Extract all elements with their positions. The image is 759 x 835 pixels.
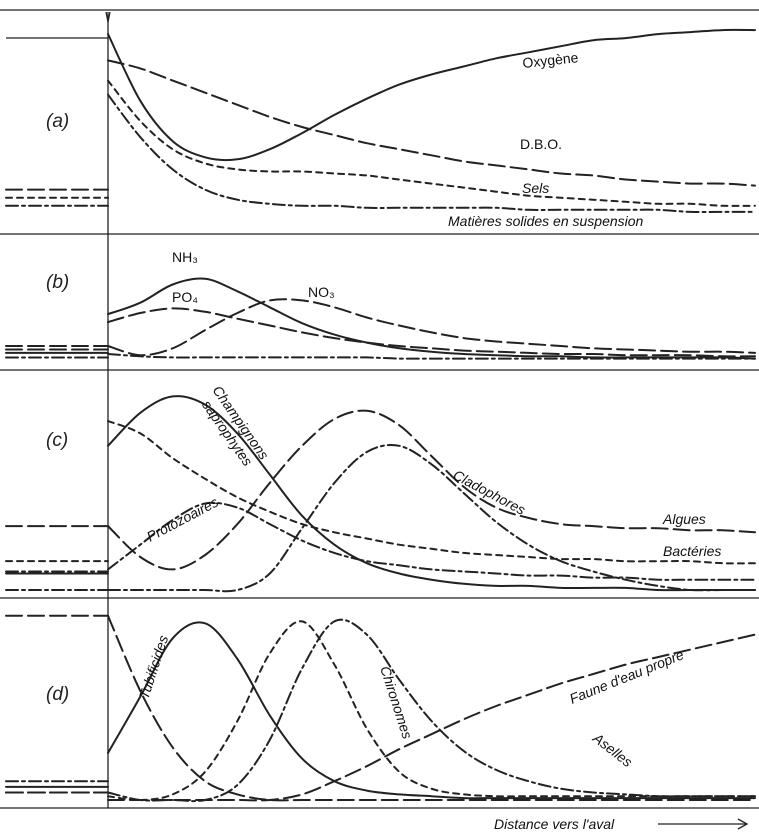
panel-label-b: (b) [46, 272, 69, 293]
series-line-b-nh [107, 277, 756, 360]
series-line-d-unnamed [107, 614, 756, 802]
series-line-d-faune-d-eau-propre [107, 633, 756, 802]
series-label-a-mati-res-solides-en-suspension: Matières solides en suspension [448, 213, 644, 229]
series-label-a-oxyg-ne: Oxygène [522, 49, 580, 71]
series-line-c-cladophores [107, 444, 756, 593]
x-axis-label: Distance vers l'aval [494, 816, 615, 832]
series-line-d-chironomes [107, 620, 756, 802]
series-line-d-aselles [107, 618, 756, 803]
discharge-arrow [105, 11, 111, 23]
series-label-d-tubificides: Tubificides [136, 633, 172, 701]
series-line-a-d-b-o [107, 59, 756, 187]
curves-layer [5, 28, 756, 803]
series-label-b-po: PO₄ [172, 289, 198, 305]
series-line-d-tubificides [107, 621, 756, 800]
series-line-c-protozoaires [107, 501, 756, 581]
series-line-a-oxyg-ne [107, 28, 756, 162]
x-axis-arrow-head [737, 818, 749, 830]
series-label-b-nh: NH₃ [172, 249, 198, 265]
panel-label-a: (a) [46, 111, 69, 132]
x-axis: Distance vers l'aval [494, 816, 749, 832]
labels-layer: (a) Oxygène D.B.O. Sels Matières solides en … [46, 49, 721, 770]
series-label-b-no: NO₃ [308, 284, 335, 300]
series-label-d-faune-d-eau-propre: Faune d'eau propre [567, 646, 686, 707]
series-label-c-champignons-saprophytes: Champignonssaprophytes [196, 383, 273, 473]
series-label-c-protozoaires: Protozoaires [144, 494, 221, 545]
series-label-a-d-b-o: D.B.O. [520, 136, 562, 152]
series-label-c-cladophores: Cladophores [451, 467, 529, 518]
series-label-d-aselles: Aselles [589, 729, 635, 770]
series-line-c-algues [107, 409, 756, 571]
series-label-c-bact-ries: Bactéries [663, 543, 721, 559]
series-line-c-champignons-saprophytes [107, 395, 756, 592]
panel-label-d: (d) [46, 684, 69, 705]
series-line-a-mati-res-solides-en-suspension [107, 93, 756, 214]
figure-frame [0, 9, 759, 809]
series-label-a-sels: Sels [522, 180, 549, 196]
series-line-b-unnamed [107, 353, 756, 360]
panel-label-c: (c) [46, 430, 68, 451]
series-label-c-algues: Algues [662, 511, 706, 527]
series-line-c-bact-ries [107, 420, 756, 565]
series-label-d-chironomes: Chironomes [377, 664, 416, 741]
series-line-b-no [107, 298, 756, 357]
series-line-a-sels [107, 79, 756, 207]
